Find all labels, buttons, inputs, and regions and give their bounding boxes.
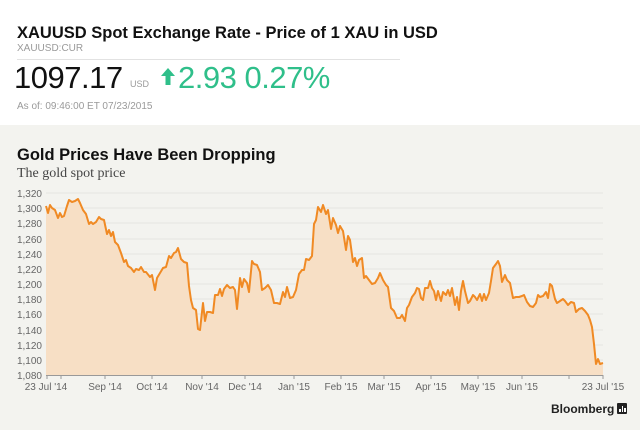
svg-text:Oct '14: Oct '14 xyxy=(136,382,168,393)
bloomberg-chart-icon xyxy=(617,403,627,414)
svg-text:23 Jul '15: 23 Jul '15 xyxy=(582,382,625,393)
chart-subtitle: The gold spot price xyxy=(17,166,126,181)
svg-text:Jan '15: Jan '15 xyxy=(278,382,310,393)
current-price: 1097.17 xyxy=(14,60,123,95)
svg-text:Mar '15: Mar '15 xyxy=(367,382,400,393)
svg-text:1,240: 1,240 xyxy=(17,250,42,261)
ticker-symbol: XAUUSD:CUR xyxy=(17,43,84,54)
svg-text:Nov '14: Nov '14 xyxy=(185,382,219,393)
chart-title: Gold Prices Have Been Dropping xyxy=(17,146,276,164)
svg-text:1,200: 1,200 xyxy=(17,280,42,291)
svg-text:1,140: 1,140 xyxy=(17,326,42,337)
svg-text:Jun '15: Jun '15 xyxy=(506,382,538,393)
svg-text:1,300: 1,300 xyxy=(17,204,42,215)
svg-text:1,220: 1,220 xyxy=(17,265,42,276)
y-axis-labels: 1,320 1,300 1,280 1,260 1,240 1,220 1,20… xyxy=(17,189,42,382)
arrow-up-icon xyxy=(160,58,178,94)
change-percent: 0.27% xyxy=(244,60,330,95)
svg-text:1,160: 1,160 xyxy=(17,310,42,321)
svg-text:Apr '15: Apr '15 xyxy=(415,382,447,393)
svg-text:1,120: 1,120 xyxy=(17,341,42,352)
svg-text:1,100: 1,100 xyxy=(17,356,42,367)
header-divider xyxy=(17,59,400,60)
currency-label: USD xyxy=(130,79,150,89)
as-of-timestamp: As of: 09:46:00 ET 07/23/2015 xyxy=(17,101,153,112)
svg-text:1,320: 1,320 xyxy=(17,189,42,200)
x-axis xyxy=(46,375,604,379)
svg-text:May '15: May '15 xyxy=(461,382,496,393)
svg-text:23 Jul '14: 23 Jul '14 xyxy=(25,382,68,393)
svg-text:1,180: 1,180 xyxy=(17,295,42,306)
change-value: 2.93 xyxy=(178,60,237,95)
quote-title: XAUUSD Spot Exchange Rate - Price of 1 X… xyxy=(17,24,438,42)
svg-text:1,260: 1,260 xyxy=(17,235,42,246)
price-area-fill xyxy=(46,199,603,375)
svg-text:Dec '14: Dec '14 xyxy=(228,382,262,393)
svg-text:Feb '15: Feb '15 xyxy=(324,382,357,393)
quote-header: XAUUSD Spot Exchange Rate - Price of 1 X… xyxy=(0,0,640,125)
price-change: 2.93 0.27% xyxy=(160,60,330,96)
bloomberg-logo-text: Bloomberg xyxy=(551,402,615,416)
svg-text:1,080: 1,080 xyxy=(17,371,42,382)
svg-text:Sep '14: Sep '14 xyxy=(88,382,122,393)
x-axis-labels: 23 Jul '14 Sep '14 Oct '14 Nov '14 Dec '… xyxy=(25,382,625,393)
price-line xyxy=(45,198,604,365)
svg-text:1,280: 1,280 xyxy=(17,219,42,230)
